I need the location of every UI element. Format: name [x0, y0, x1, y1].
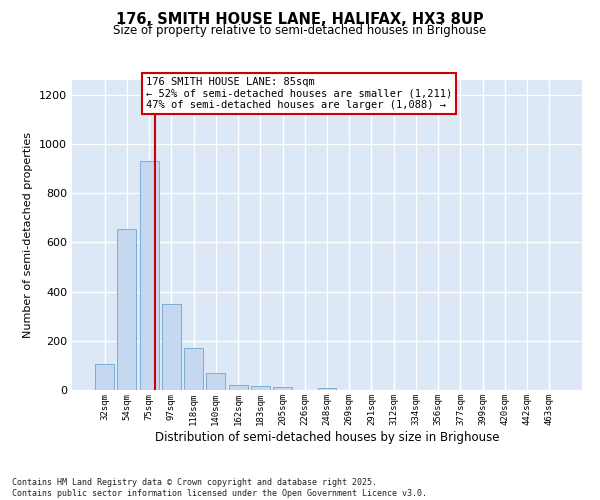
Text: 176, SMITH HOUSE LANE, HALIFAX, HX3 8UP: 176, SMITH HOUSE LANE, HALIFAX, HX3 8UP [116, 12, 484, 28]
Bar [162, 304, 181, 390]
Bar [95, 364, 114, 390]
Bar [206, 373, 225, 390]
Text: 176 SMITH HOUSE LANE: 85sqm
← 52% of semi-detached houses are smaller (1,211)
47: 176 SMITH HOUSE LANE: 85sqm ← 52% of sem… [146, 77, 452, 110]
Bar [251, 386, 270, 390]
Bar [118, 229, 136, 390]
X-axis label: Distribution of semi-detached houses by size in Brighouse: Distribution of semi-detached houses by … [155, 430, 499, 444]
Y-axis label: Number of semi-detached properties: Number of semi-detached properties [23, 132, 34, 338]
Bar [317, 388, 337, 390]
Bar [229, 384, 248, 390]
Bar [184, 348, 203, 390]
Text: Contains HM Land Registry data © Crown copyright and database right 2025.
Contai: Contains HM Land Registry data © Crown c… [12, 478, 427, 498]
Bar [140, 161, 158, 390]
Text: Size of property relative to semi-detached houses in Brighouse: Size of property relative to semi-detach… [113, 24, 487, 37]
Bar [273, 387, 292, 390]
